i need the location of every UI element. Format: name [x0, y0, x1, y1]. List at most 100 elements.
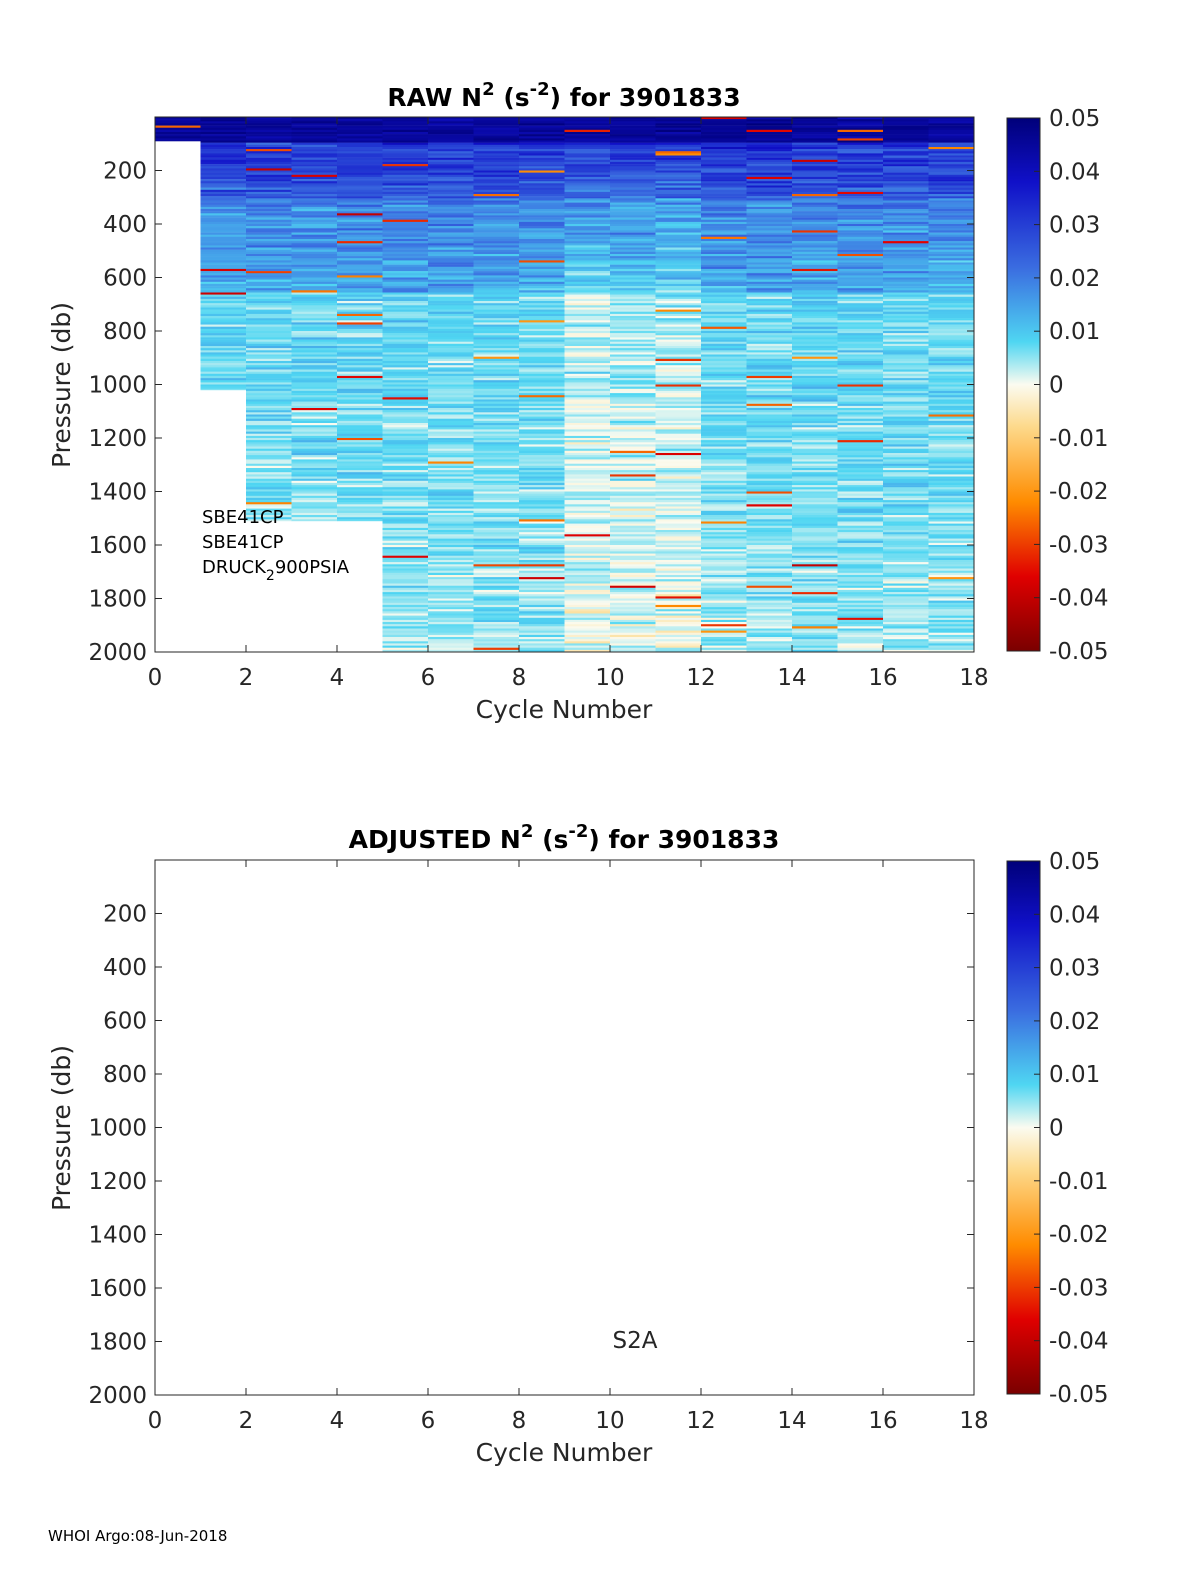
heatmap-cell [428, 149, 474, 152]
heatmap-cell [291, 363, 338, 366]
heatmap-cell [837, 440, 884, 443]
heatmap-cell [564, 433, 611, 437]
heatmap-cell [473, 649, 520, 652]
heatmap-cell [564, 536, 611, 539]
heatmap-cell [382, 485, 429, 488]
heatmap-cell [246, 331, 292, 334]
heatmap-cell [291, 427, 338, 430]
heatmap-cell [337, 206, 383, 210]
heatmap-cell [428, 489, 474, 492]
heatmap-cell [701, 615, 747, 618]
heatmap-cell [473, 179, 520, 182]
heatmap-cell [519, 444, 565, 447]
heatmap-cell [610, 217, 656, 220]
heatmap-cell [337, 435, 383, 439]
heatmap-cell [519, 189, 565, 193]
heatmap-cell [564, 538, 611, 541]
heatmap-cell [655, 575, 702, 578]
heatmap-cell [473, 335, 520, 338]
heatmap-cell [610, 476, 656, 479]
heatmap-cell [382, 476, 429, 479]
heatmap-cell [837, 176, 884, 180]
heatmap-cell [337, 305, 383, 308]
heatmap-cell [655, 592, 702, 595]
heatmap-cell [928, 375, 974, 379]
heatmap-cell [473, 288, 520, 291]
heatmap-cell [519, 157, 565, 161]
heatmap-cell [200, 307, 247, 310]
heatmap-cell [200, 194, 247, 197]
heatmap-cell [382, 592, 429, 595]
heatmap-cell [746, 487, 793, 490]
heatmap-cell [337, 393, 383, 396]
heatmap-cell [883, 236, 929, 240]
heatmap-cell [792, 367, 838, 370]
heatmap-cell [473, 283, 520, 287]
heatmap-cell [746, 433, 793, 437]
heatmap-cell [928, 418, 974, 422]
heatmap-cell [655, 472, 702, 475]
heatmap-cell [519, 487, 565, 490]
heatmap-cell [792, 318, 838, 321]
heatmap-cell [473, 547, 520, 550]
heatmap-cell [928, 632, 974, 636]
heatmap-cell [291, 478, 338, 482]
heatmap-cell [564, 637, 611, 640]
heatmap-cell [610, 221, 656, 225]
heatmap-cell [746, 416, 793, 419]
heatmap-cell [928, 350, 974, 353]
heatmap-cell [701, 555, 747, 559]
heatmap-cell [291, 198, 338, 201]
heatmap-cell [382, 647, 429, 651]
heatmap-cell [928, 438, 974, 441]
heatmap-cell [564, 641, 611, 644]
heatmap-cell [655, 168, 702, 171]
heatmap-cell [337, 476, 383, 479]
heatmap-cell [746, 420, 793, 424]
heatmap-cell [746, 125, 793, 128]
heatmap-cell [428, 144, 474, 148]
heatmap-cell [428, 476, 474, 479]
heatmap-cell [928, 286, 974, 289]
heatmap-cell [655, 534, 702, 537]
heatmap-cell [382, 397, 429, 400]
heatmap-cell [519, 346, 565, 349]
heatmap-cell [883, 187, 929, 190]
heatmap-cell [428, 482, 474, 486]
heatmap-cell [701, 298, 747, 302]
heatmap-cell [837, 412, 884, 415]
heatmap-cell [564, 487, 611, 490]
heatmap-cell [291, 194, 338, 197]
heatmap-cell [655, 226, 702, 229]
heatmap-cell [883, 172, 929, 175]
heatmap-cell [837, 397, 884, 400]
heatmap-cell [792, 463, 838, 467]
heatmap-cell [746, 273, 793, 276]
heatmap-cell [564, 236, 611, 240]
heatmap-cell [792, 555, 838, 559]
heatmap-cell [428, 446, 474, 449]
heatmap-cell [655, 221, 702, 225]
heatmap-cell [382, 386, 429, 389]
heatmap-cell [792, 414, 838, 417]
heatmap-cell [792, 307, 838, 310]
heatmap-cell [610, 433, 656, 437]
heatmap-cell [928, 521, 974, 524]
heatmap-cell [883, 247, 929, 250]
heatmap-cell [246, 512, 292, 516]
heatmap-cell [746, 598, 793, 601]
heatmap-cell [473, 161, 520, 165]
heatmap-cell [701, 557, 747, 561]
heatmap-cell [200, 121, 247, 124]
heatmap-cell [382, 480, 429, 484]
heatmap-cell [246, 474, 292, 477]
heatmap-cell [792, 346, 838, 349]
heatmap-cell [837, 331, 884, 334]
heatmap-cell [610, 594, 656, 597]
heatmap-cell [655, 277, 702, 280]
heatmap-cell [291, 268, 338, 272]
heatmap-cell [610, 613, 656, 616]
heatmap-cell [837, 215, 884, 218]
heatmap-cell [837, 433, 884, 437]
heatmap-cell [519, 399, 565, 402]
